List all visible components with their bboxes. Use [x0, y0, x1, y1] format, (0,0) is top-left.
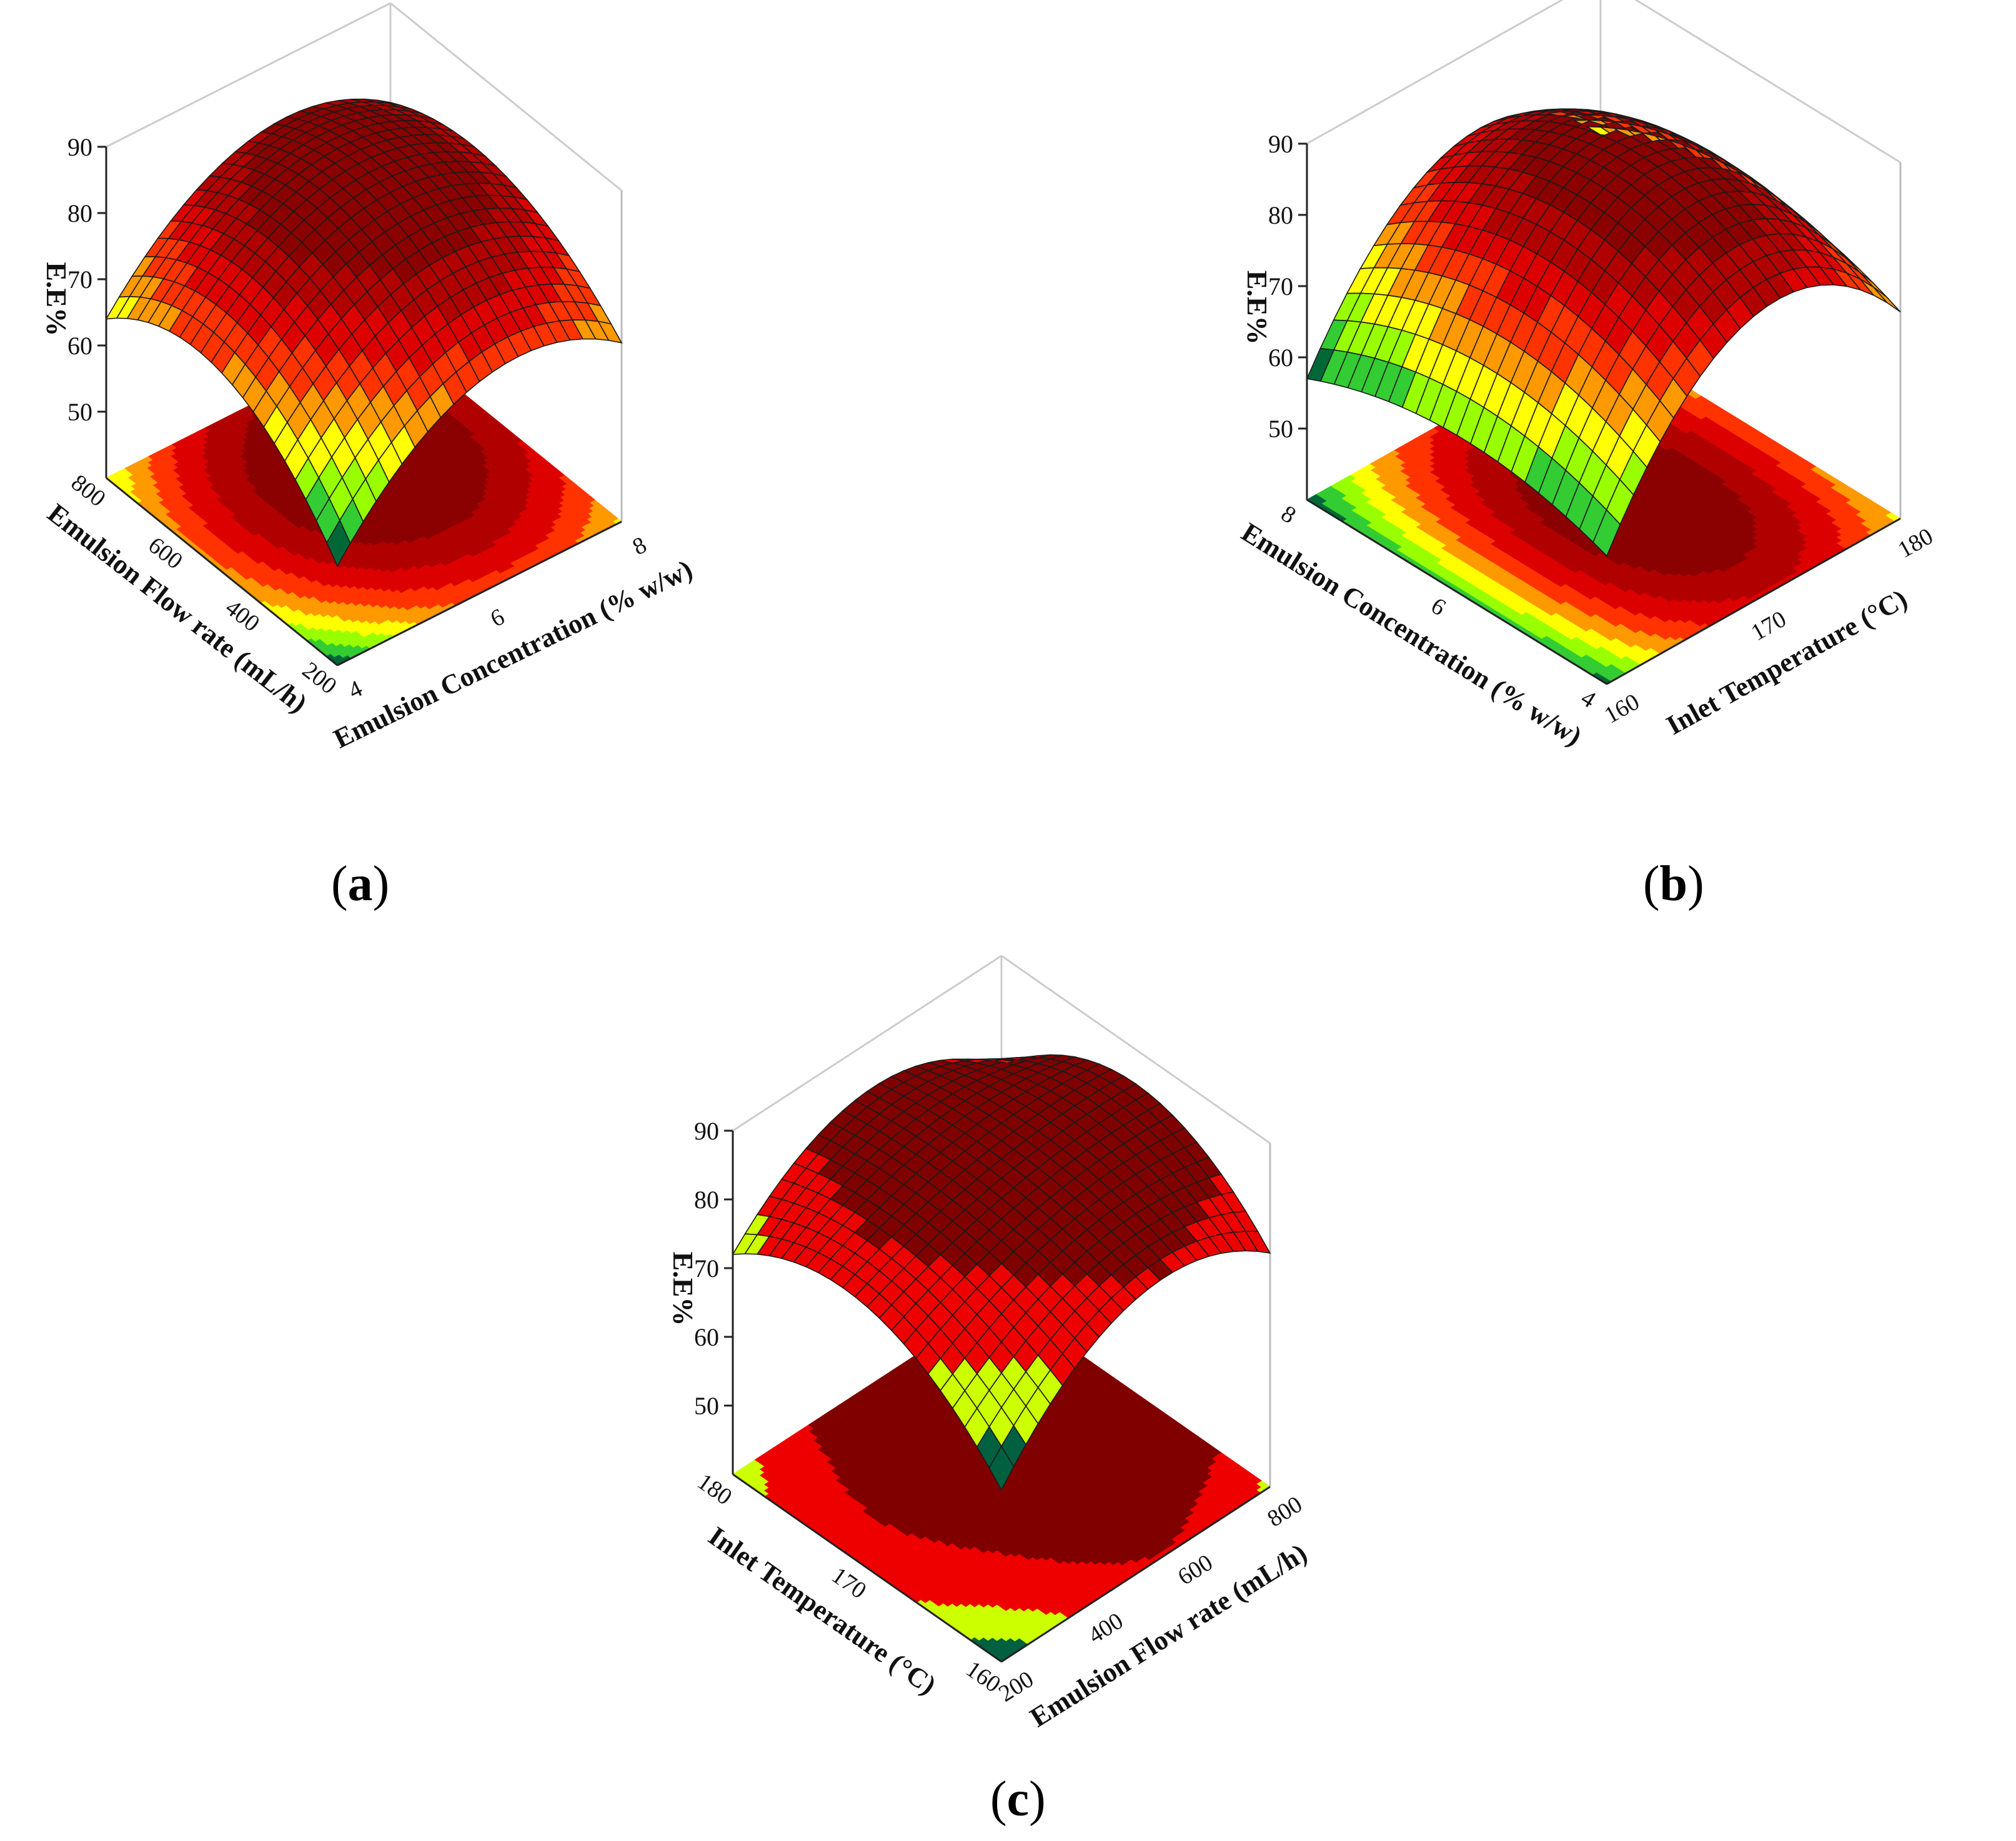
caption-a-letter: a	[347, 856, 373, 911]
surface-plot-a: 50 60 70 80 90 4 6 8 200 400 600 800 Emulsion Concen…	[0, 0, 1007, 812]
surface-cell	[597, 320, 623, 344]
z-tick-label: 60	[67, 332, 92, 360]
z-tick-label: 80	[67, 199, 92, 227]
z-axis-title: E.E%	[41, 262, 72, 336]
surface-cell	[105, 295, 131, 320]
x-tick-label: 8	[628, 532, 650, 560]
box-top-edge	[390, 2, 622, 192]
surface-plot-b: 50 60 70 80 90 160 170 180 4 6 8 Inlet Temperature …	[1007, 0, 2016, 812]
response-surface	[105, 98, 623, 567]
y-axis-line	[106, 477, 338, 667]
z-tick-label: 70	[67, 265, 92, 294]
box-top-edge	[106, 2, 391, 148]
caption-a: (a)	[331, 856, 390, 911]
x-axis-line	[337, 520, 622, 667]
y-tick-label: 800	[66, 469, 111, 512]
z-tick-label: 50	[67, 398, 92, 426]
x-tick-label: 6	[486, 603, 508, 632]
z-tick-label: 90	[67, 133, 92, 161]
x-tick-label: 4	[344, 675, 366, 704]
box-top-edge	[1306, 0, 1564, 145]
surface-cell	[326, 519, 351, 567]
box-top-edge	[1634, 0, 1901, 164]
